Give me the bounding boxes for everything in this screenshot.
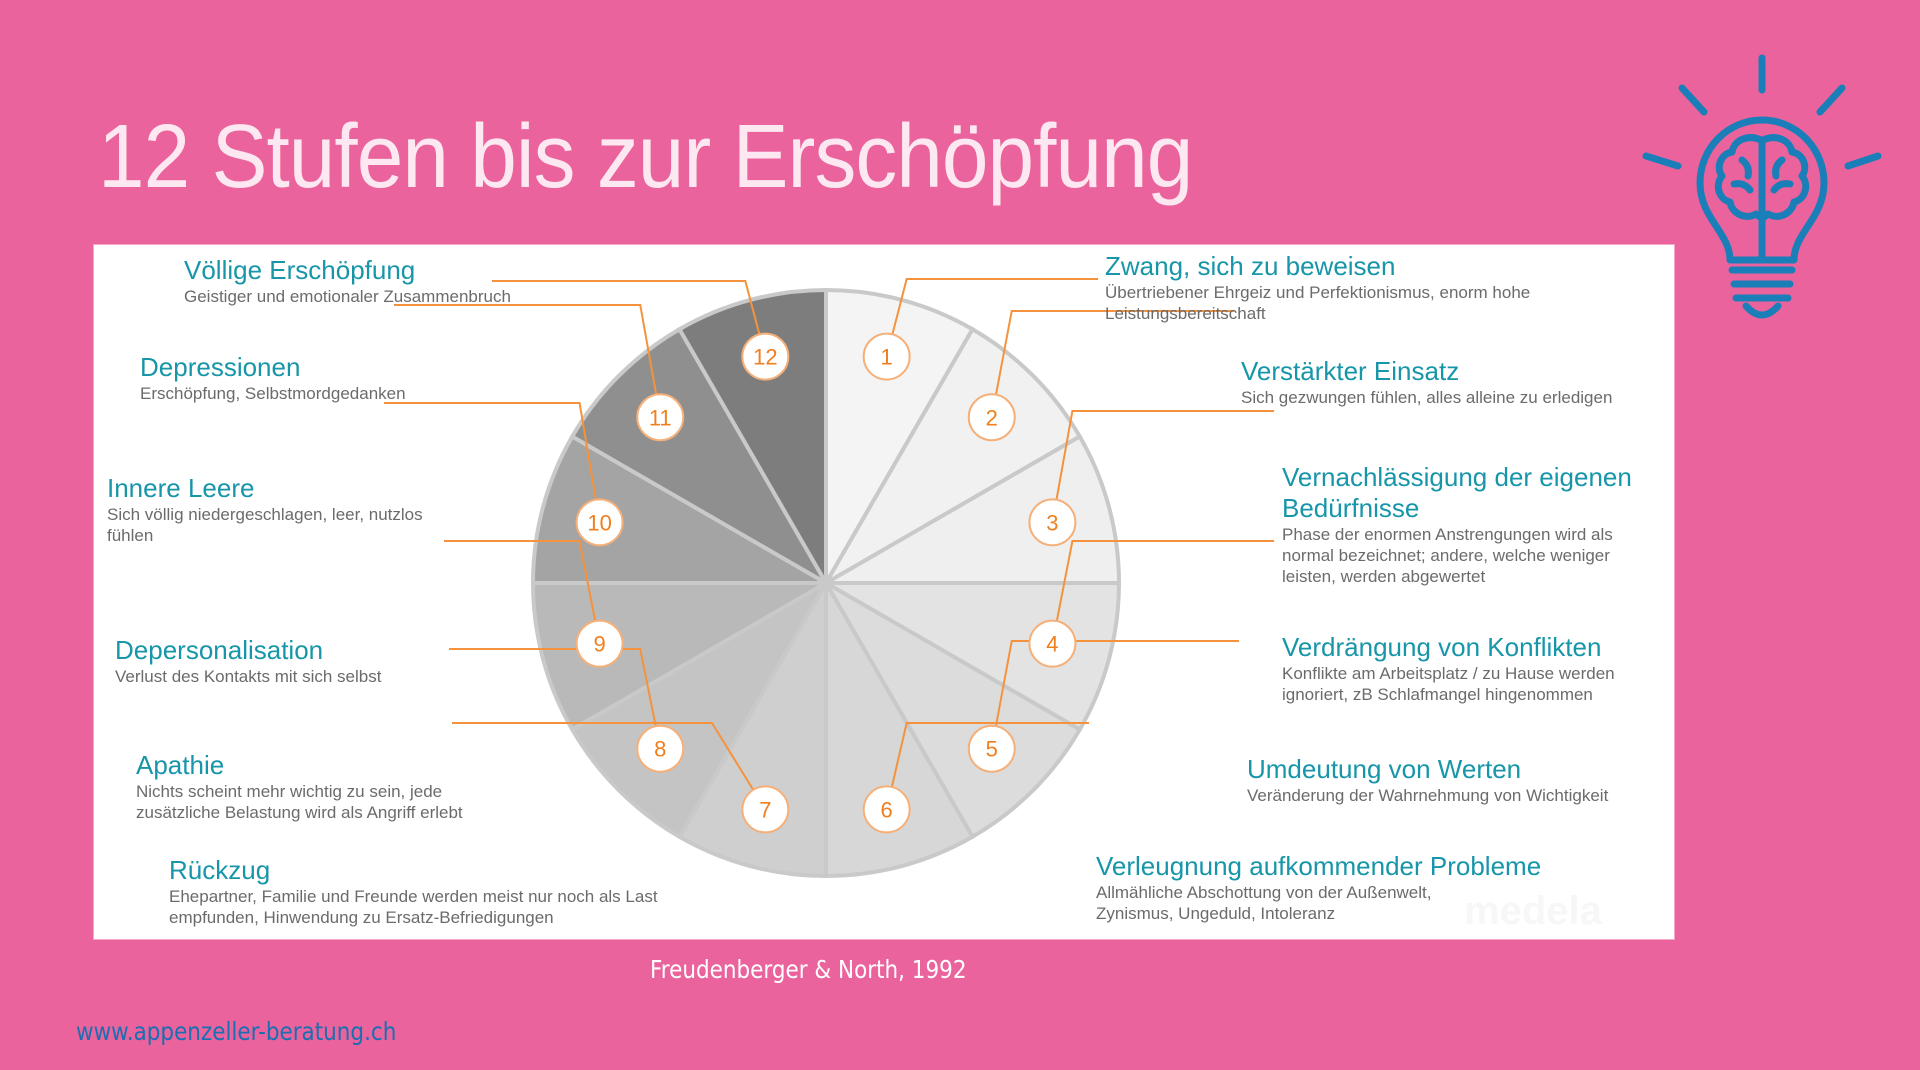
connector-line-1 <box>885 278 1098 357</box>
stage-7-label: Rückzug Ehepartner, Familie und Freunde … <box>169 855 669 928</box>
connector-line-2 <box>990 310 1234 418</box>
stage-11-title: Depressionen <box>140 352 301 382</box>
stage-number-1: 1 <box>881 345 893 370</box>
stage-badge-9 <box>575 619 624 668</box>
stage-badge-4 <box>1028 619 1077 668</box>
stage-5-description: Veränderung der Wahrnehmung von Wichtigk… <box>1247 786 1609 805</box>
stage-number-5: 5 <box>986 737 998 762</box>
stage-11-description: Erschöpfung, Selbstmordgedanken <box>140 384 406 403</box>
stage-2-description: Sich gezwungen fühlen, alles alleine zu … <box>1241 388 1613 407</box>
stage-8-label: Apathie Nichts scheint mehr wichtig zu s… <box>136 750 466 823</box>
stage-5-label: Umdeutung von Werten Veränderung der Wah… <box>1247 754 1667 806</box>
stage-10-description: Sich völlig niedergeschlagen, leer, nutz… <box>107 505 423 545</box>
stage-number-9: 9 <box>593 632 605 657</box>
stage-6-description: Allmähliche Abschottung von der Außenwel… <box>1096 883 1432 923</box>
stage-badge-7 <box>741 785 790 834</box>
stage-12-label: Völlige Erschöpfung Geistiger und emotio… <box>184 255 584 307</box>
pie-slice-6 <box>824 575 976 879</box>
stage-5-title: Umdeutung von Werten <box>1247 754 1522 784</box>
stage-6-title: Verleugnung aufkommender Probleme <box>1096 851 1542 881</box>
stage-3-label: Vernachlässigung der eigenen Bedürfnisse… <box>1282 462 1662 587</box>
connector-line-12 <box>492 280 767 357</box>
stage-9-label: Depersonalisation Verlust des Kontakts m… <box>115 635 445 687</box>
connector-line-11 <box>394 304 662 418</box>
pie-slice-10 <box>530 433 834 585</box>
stage-4-title: Verdrängung von Konflikten <box>1282 632 1602 662</box>
stage-8-title: Apathie <box>136 750 225 780</box>
stage-badge-2 <box>967 393 1016 442</box>
stage-badge-8 <box>636 724 685 773</box>
stage-6-label: Verleugnung aufkommender Probleme Allmäh… <box>1096 851 1541 924</box>
stage-number-6: 6 <box>881 797 893 822</box>
stage-badge-6 <box>862 785 911 834</box>
connector-line-6 <box>885 722 1089 810</box>
website-link[interactable]: www.appenzeller-beratung.ch <box>76 1017 397 1046</box>
stage-badge-10 <box>575 498 624 547</box>
stage-badge-1 <box>862 332 911 381</box>
connector-line-7 <box>452 722 767 810</box>
pie-slice-11 <box>569 326 832 589</box>
pie-slice-7 <box>676 575 828 879</box>
pie-slice-8 <box>569 577 832 840</box>
stage-12-title: Völlige Erschöpfung <box>184 255 416 285</box>
stage-8-description: Nichts scheint mehr wichtig zu sein, jed… <box>136 782 463 822</box>
stage-3-title: Vernachlässigung der eigenen Bedürfnisse <box>1282 462 1632 523</box>
stage-badge-12 <box>741 332 790 381</box>
connector-line-9 <box>444 540 601 644</box>
stage-1-description: Übertriebener Ehrgeiz und Perfektionismu… <box>1105 283 1531 323</box>
connector-line-5 <box>990 640 1239 749</box>
stage-number-8: 8 <box>654 737 666 762</box>
watermark-logo: medela <box>1464 889 1602 933</box>
pie-slice-2 <box>820 326 1083 589</box>
stage-4-description: Konflikte am Arbeitsplatz / zu Hause wer… <box>1282 664 1615 704</box>
stage-badge-11 <box>636 393 685 442</box>
stage-10-label: Innere Leere Sich völlig niedergeschlage… <box>107 473 452 546</box>
pie-slice-5 <box>820 577 1083 840</box>
stage-12-description: Geistiger und emotionaler Zusammenbruch <box>184 287 511 306</box>
citation: Freudenberger & North, 1992 <box>650 955 967 984</box>
stage-2-label: Verstärkter Einsatz Sich gezwungen fühle… <box>1241 356 1661 408</box>
stage-badge-3 <box>1028 498 1077 547</box>
stage-9-title: Depersonalisation <box>115 635 324 665</box>
stage-number-4: 4 <box>1046 632 1058 657</box>
stage-1-title: Zwang, sich zu beweisen <box>1105 251 1396 281</box>
stage-number-2: 2 <box>986 405 998 430</box>
stage-7-title: Rückzug <box>169 855 271 885</box>
stage-11-label: Depressionen Erschöpfung, Selbstmordgeda… <box>140 352 460 404</box>
pie-slice-3 <box>818 433 1122 585</box>
stage-1-label: Zwang, sich zu beweisen Übertriebener Eh… <box>1105 251 1565 324</box>
stage-number-7: 7 <box>759 797 771 822</box>
stage-number-12: 12 <box>753 345 777 370</box>
lightbulb-brain-icon <box>1642 54 1882 319</box>
connector-line-10 <box>384 402 601 523</box>
stage-badge-5 <box>967 724 1016 773</box>
stage-2-title: Verstärkter Einsatz <box>1241 356 1460 386</box>
stage-10-title: Innere Leere <box>107 473 255 503</box>
stage-7-description: Ehepartner, Familie und Freunde werden m… <box>169 887 658 927</box>
slide-title: 12 Stufen bis zur Erschöpfung <box>98 107 1193 207</box>
stage-9-description: Verlust des Kontakts mit sich selbst <box>115 667 382 686</box>
stage-4-label: Verdrängung von Konflikten Konflikte am … <box>1282 632 1652 705</box>
connector-line-8 <box>449 648 662 749</box>
stage-number-10: 10 <box>587 510 611 535</box>
stage-number-3: 3 <box>1046 510 1058 535</box>
stage-number-11: 11 <box>649 405 672 430</box>
connector-line-3 <box>1051 410 1274 523</box>
stage-3-description: Phase der enormen Anstrengungen wird als… <box>1282 525 1613 586</box>
diagram-card: 1 2 3 4 5 6 7 8 9 10 11 12 Völlige Erschöpfung Geis… <box>93 244 1675 940</box>
connector-line-4 <box>1051 540 1274 644</box>
